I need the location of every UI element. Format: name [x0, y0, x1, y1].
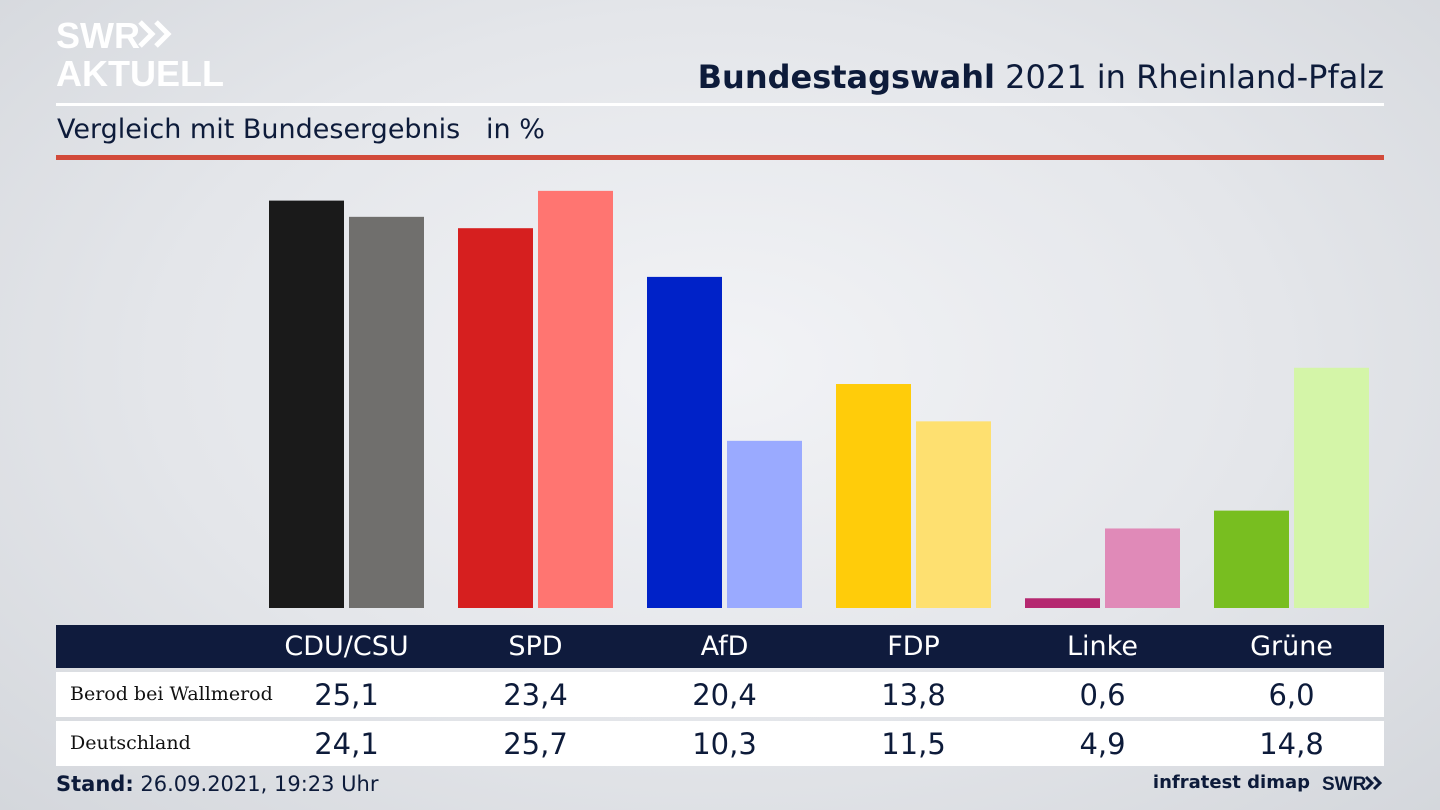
results-table: CDU/CSU SPD AfD FDP Linke Grüne Berod bei Wal…: [56, 625, 1384, 766]
value-cell: 0,6: [1079, 678, 1126, 712]
stand-value: 26.09.2021, 19:23 Uhr: [133, 772, 379, 796]
value-cell: 25,1: [314, 678, 379, 712]
swr-aktuell-logo: SWR AKTUELL: [56, 14, 226, 90]
stand-label: Stand:: [56, 772, 134, 796]
party-header: SPD: [508, 631, 563, 662]
bar-afd-deutschland: [727, 440, 802, 608]
value-cell: 10,3: [692, 727, 757, 761]
party-header: FDP: [887, 631, 940, 662]
chart-title: Bundestagswahl 2021 in Rheinland-Pfalz: [698, 58, 1384, 96]
table-row: Deutschland 24,1 25,7 10,3 11,5 4,9 14,8: [56, 721, 1384, 766]
party-header: Grüne: [1250, 631, 1333, 662]
footer-credits: infratest dimap SWR: [1153, 772, 1384, 793]
value-cell: 6,0: [1268, 678, 1315, 712]
bar-linke-deutschland: [1105, 528, 1180, 608]
bar-fdp-berod: [836, 384, 911, 608]
bar-linke-berod: [1025, 598, 1100, 608]
value-cell: 24,1: [314, 727, 379, 761]
table-row: Berod bei Wallmerod 25,1 23,4 20,4 13,8 0,6 6…: [56, 672, 1384, 717]
bar-grüne-berod: [1214, 510, 1289, 608]
bar-spd-berod: [458, 228, 533, 608]
timestamp: Stand: 26.09.2021, 19:23 Uhr: [56, 772, 379, 796]
bar-fdp-deutschland: [916, 421, 991, 608]
title-rest: 2021 in Rheinland-Pfalz: [995, 58, 1384, 96]
bar-cdu-csu-berod: [269, 200, 344, 608]
subtitle-divider: [56, 155, 1384, 160]
party-header-row: CDU/CSU SPD AfD FDP Linke Grüne: [56, 625, 1384, 668]
party-header: CDU/CSU: [284, 631, 409, 662]
title-bold: Bundestagswahl: [697, 58, 995, 96]
value-cell: 25,7: [503, 727, 568, 761]
logo-aktuell-text: AKTUELL: [56, 53, 224, 90]
double-chevron-right-icon: [138, 20, 172, 48]
value-cell: 20,4: [692, 678, 757, 712]
bar-afd-berod: [647, 276, 722, 608]
bar-spd-deutschland: [538, 190, 613, 608]
value-cell: 14,8: [1259, 727, 1324, 761]
value-cell: 11,5: [881, 727, 946, 761]
value-cell: 13,8: [881, 678, 946, 712]
party-header: Linke: [1067, 631, 1138, 662]
source-credit: infratest dimap: [1152, 772, 1310, 793]
row-label: Berod bei Wallmerod: [70, 683, 273, 705]
logo-swr-text: SWR: [56, 15, 140, 56]
swr-footer-logo: SWR: [1322, 773, 1384, 793]
chart-subtitle: Vergleich mit Bundesergebnis in %: [57, 114, 545, 145]
value-cell: 4,9: [1079, 727, 1126, 761]
row-label: Deutschland: [70, 732, 191, 754]
title-divider: [56, 103, 1384, 106]
double-chevron-right-icon: [1364, 775, 1383, 790]
bar-grüne-deutschland: [1294, 367, 1369, 608]
bar-cdu-csu-deutschland: [349, 216, 424, 609]
swr-footer-text: SWR: [1322, 774, 1367, 793]
party-header: AfD: [700, 631, 749, 662]
value-cell: 23,4: [503, 678, 568, 712]
